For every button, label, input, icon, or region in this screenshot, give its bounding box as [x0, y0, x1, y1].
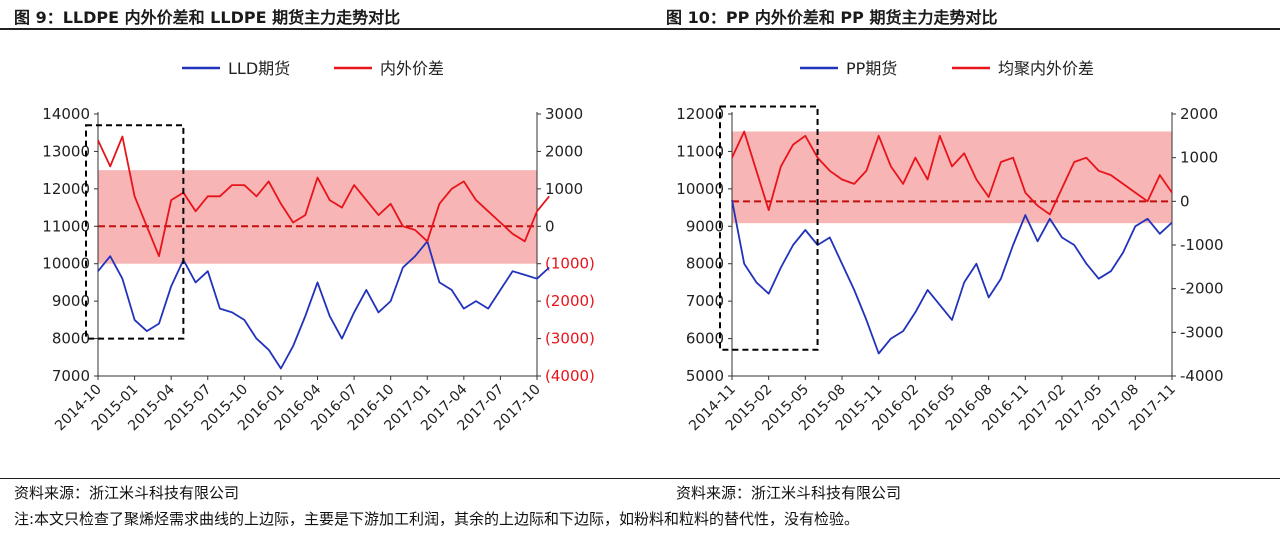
top-rule: [0, 28, 1280, 30]
right-tick-label: (4000): [545, 367, 595, 385]
figure-9-title: 图 9：LLDPE 内外价差和 LLDPE 期货主力走势对比: [14, 8, 401, 27]
left-tick-label: 11000: [42, 217, 90, 235]
right-tick-label: -3000: [1180, 323, 1224, 341]
highlight-box: [719, 105, 819, 351]
right-tick-label: 1000: [545, 180, 583, 198]
left-tick-label: 9000: [52, 292, 90, 310]
left-tick-label: 8000: [686, 255, 724, 273]
highlight-box: [85, 124, 185, 340]
right-tick-label: 2000: [545, 142, 583, 160]
lldpe-chart: 7000800090001000011000120001300014000(40…: [42, 59, 595, 434]
left-tick-label: 6000: [686, 330, 724, 348]
legend-label: LLD期货: [228, 59, 290, 78]
spread-band: [98, 170, 537, 264]
legend-label: 均聚内外价差: [998, 59, 1094, 78]
right-tick-label: -1000: [1180, 236, 1224, 254]
left-tick-label: 12000: [676, 105, 724, 123]
figure-10-title: 图 10：PP 内外价差和 PP 期货主力走势对比: [666, 8, 998, 27]
footnote: 注:本文只检查了聚烯烃需求曲线的上边际，主要是下游加工利润，其余的上边际和下边际…: [14, 510, 860, 528]
left-tick-label: 7000: [686, 292, 724, 310]
left-tick-label: 5000: [686, 367, 724, 385]
right-tick-label: -4000: [1180, 367, 1224, 385]
figure-10-source: 资料来源：浙江米斗科技有限公司: [676, 484, 902, 502]
left-tick-label: 10000: [676, 180, 724, 198]
right-tick-label: (3000): [545, 330, 595, 348]
legend-label: 内外价差: [380, 59, 444, 78]
series-line-left: [97, 240, 550, 370]
right-tick-label: (1000): [545, 255, 595, 273]
legend-label: PP期货: [846, 59, 897, 78]
left-tick-label: 13000: [42, 142, 90, 160]
spread-band: [732, 131, 1172, 224]
left-tick-label: 7000: [52, 367, 90, 385]
right-tick-label: 0: [545, 217, 555, 235]
left-tick-label: 12000: [42, 180, 90, 198]
bottom-rule: [0, 478, 1280, 479]
pp-chart: 50006000700080009000100001100012000-4000…: [676, 59, 1224, 434]
left-tick-label: 9000: [686, 217, 724, 235]
right-tick-label: 1000: [1180, 149, 1218, 167]
right-tick-label: 2000: [1180, 105, 1218, 123]
left-tick-label: 10000: [42, 255, 90, 273]
right-tick-label: (2000): [545, 292, 595, 310]
series-line-right: [731, 130, 1173, 216]
right-tick-label: -2000: [1180, 280, 1224, 298]
series-line-left: [731, 199, 1173, 355]
right-tick-label: 3000: [545, 105, 583, 123]
series-line-right: [97, 135, 550, 258]
left-tick-label: 8000: [52, 330, 90, 348]
right-tick-label: 0: [1180, 192, 1190, 210]
left-tick-label: 14000: [42, 105, 90, 123]
figure-9-source: 资料来源：浙江米斗科技有限公司: [14, 484, 240, 502]
left-tick-label: 11000: [676, 142, 724, 160]
